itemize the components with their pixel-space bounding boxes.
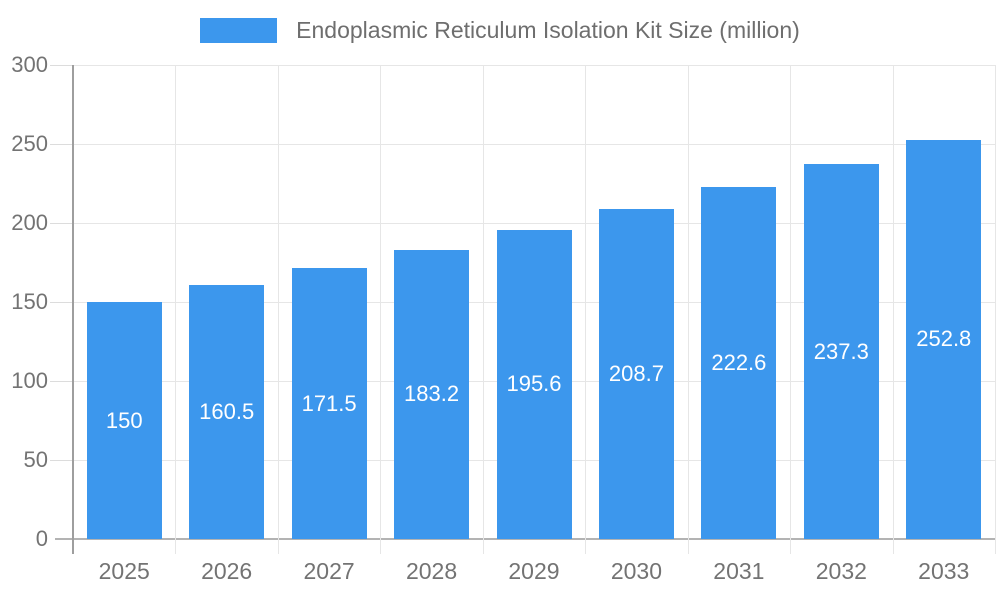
x-axis-label: 2027	[303, 558, 355, 584]
y-axis-line	[72, 65, 74, 554]
legend: Endoplasmic Reticulum Isolation Kit Size…	[0, 17, 1000, 44]
x-gridline	[380, 65, 382, 554]
y-gridline	[73, 223, 995, 224]
bar-value-label: 252.8	[916, 326, 972, 352]
legend-label[interactable]: Endoplasmic Reticulum Isolation Kit Size…	[296, 17, 800, 43]
bar[interactable]: 160.5	[189, 285, 265, 539]
bar-value-label: 208.7	[608, 361, 664, 387]
bar-value-label: 150	[105, 407, 143, 433]
y-tick	[50, 223, 73, 224]
bar-value-label: 183.2	[404, 381, 460, 407]
x-axis-label: 2031	[713, 558, 765, 584]
bar-value-label: 222.6	[711, 350, 767, 376]
y-tick	[50, 144, 73, 145]
y-axis-label: 300	[11, 52, 48, 77]
x-gridline	[790, 65, 792, 554]
x-gridline	[277, 65, 279, 554]
x-axis-label: 2033	[918, 558, 970, 584]
y-axis-label: 50	[23, 447, 48, 472]
x-axis-line	[55, 538, 995, 540]
bar[interactable]: 208.7	[598, 209, 674, 539]
bar[interactable]: 252.8	[906, 139, 982, 539]
bar-value-label: 171.5	[301, 390, 357, 416]
x-axis-label: 2032	[815, 558, 867, 584]
x-axis-label: 2029	[508, 558, 560, 584]
y-gridline	[73, 144, 995, 145]
bar[interactable]: 237.3	[803, 164, 879, 539]
y-tick	[50, 65, 73, 66]
y-axis-label: 0	[35, 526, 48, 551]
bar[interactable]: 150	[86, 302, 162, 539]
legend-swatch[interactable]	[200, 18, 278, 43]
x-axis-label: 2025	[98, 558, 150, 584]
y-axis-label: 100	[11, 368, 48, 393]
bar-value-label: 237.3	[813, 338, 869, 364]
y-tick	[50, 381, 73, 382]
y-axis-label: 150	[11, 289, 48, 314]
bar-value-label: 195.6	[506, 371, 562, 397]
x-axis-label: 2028	[405, 558, 458, 584]
bar[interactable]: 183.2	[394, 249, 470, 539]
y-tick	[50, 302, 73, 303]
y-axis-label: 250	[11, 131, 48, 156]
x-gridline	[175, 65, 177, 554]
bar[interactable]: 222.6	[701, 187, 777, 539]
bar[interactable]: 195.6	[496, 229, 572, 539]
x-gridline	[892, 65, 894, 554]
x-gridline	[585, 65, 587, 554]
x-gridline	[995, 65, 996, 554]
y-gridline	[73, 65, 995, 66]
x-gridline	[482, 65, 484, 554]
x-axis-label: 2026	[201, 558, 253, 584]
y-axis-label: 200	[11, 210, 48, 235]
x-axis-label: 2030	[610, 558, 663, 584]
bar[interactable]: 171.5	[291, 268, 367, 539]
x-gridline	[687, 65, 689, 554]
bar-value-label: 160.5	[199, 399, 255, 425]
y-tick	[50, 460, 73, 461]
